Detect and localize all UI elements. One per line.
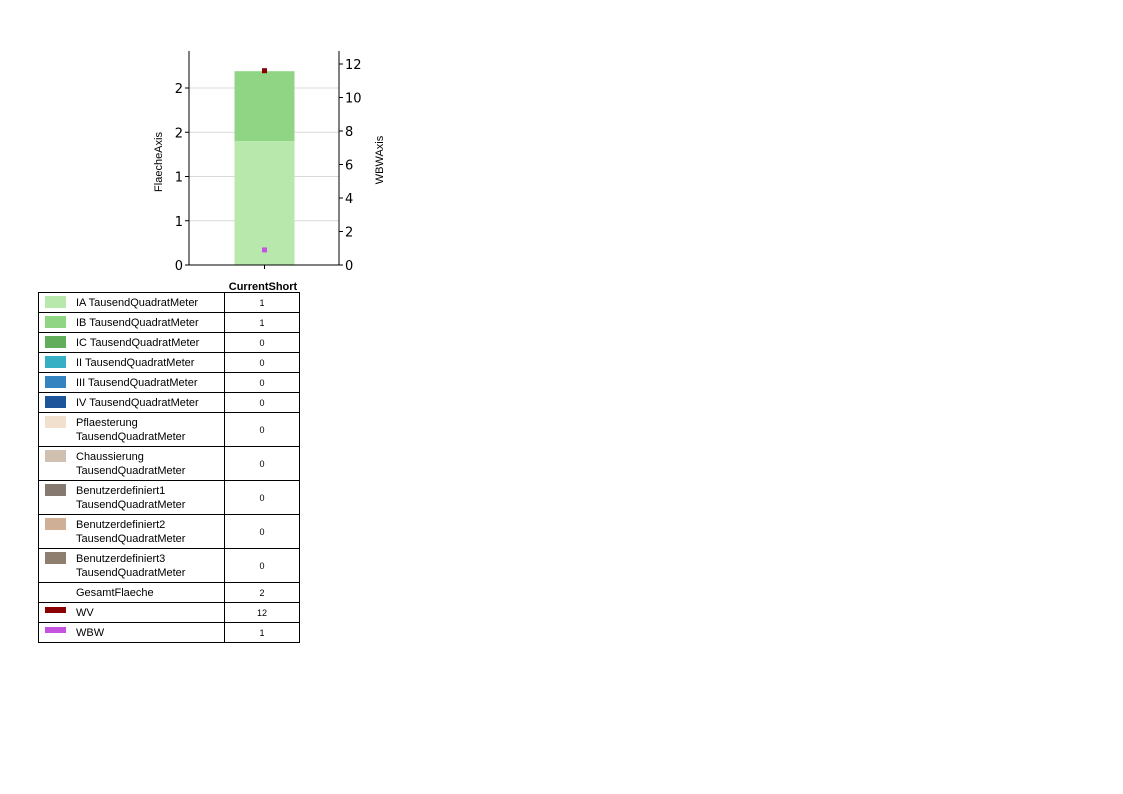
right-tick-label: 2 <box>345 226 353 241</box>
legend-name-cell: Benutzerdefiniert2 TausendQuadratMeter <box>38 514 225 549</box>
legend-name-cell: GesamtFlaeche <box>38 582 225 603</box>
right-tick-label: 12 <box>345 58 362 73</box>
legend-row: Benutzerdefiniert1 TausendQuadratMeter 0 <box>38 480 300 515</box>
legend-label: IB TausendQuadratMeter <box>76 317 199 329</box>
right-tick-label: 8 <box>345 125 353 140</box>
legend-value-cell: 0 <box>224 352 300 373</box>
legend-label: GesamtFlaeche <box>76 587 154 599</box>
legend-data-table: IA TausendQuadratMeter 1 IB TausendQuadrat… <box>38 292 300 643</box>
legend-name-cell: IC TausendQuadratMeter <box>38 332 225 353</box>
left-tick-label: 1 <box>175 171 183 186</box>
legend-label: WBW <box>76 627 105 639</box>
legend-row: IV TausendQuadratMeter 0 <box>38 392 300 413</box>
point-marker <box>262 68 267 74</box>
legend-value-cell: 12 <box>224 602 300 623</box>
legend-label: Chaussierung TausendQuadratMeter <box>76 451 186 477</box>
legend-label: Benutzerdefiniert3 TausendQuadratMeter <box>76 553 186 579</box>
legend-swatch <box>45 607 66 613</box>
legend-value-cell: 0 <box>224 514 300 549</box>
legend-name-cell: IB TausendQuadratMeter <box>38 312 225 333</box>
legend-swatch <box>45 356 66 368</box>
legend-swatch <box>45 336 66 348</box>
legend-row: IB TausendQuadratMeter 1 <box>38 312 300 333</box>
legend-swatch <box>45 396 66 408</box>
legend-value-cell: 1 <box>224 312 300 333</box>
legend-row: Benutzerdefiniert2 TausendQuadratMeter 0 <box>38 514 300 549</box>
legend-label: WV <box>76 607 94 619</box>
left-tick-label: 2 <box>175 82 183 97</box>
legend-value-cell: 0 <box>224 480 300 515</box>
legend-row: Benutzerdefiniert3 TausendQuadratMeter 0 <box>38 548 300 583</box>
legend-row: III TausendQuadratMeter 0 <box>38 372 300 393</box>
legend-row: Pflaesterung TausendQuadratMeter 0 <box>38 412 300 447</box>
legend-row: WV 12 <box>38 602 300 623</box>
legend-value-cell: 0 <box>224 332 300 353</box>
legend-swatch <box>45 627 66 633</box>
legend-swatch <box>45 484 66 496</box>
right-tick-label: 6 <box>345 159 353 174</box>
legend-row: GesamtFlaeche 2 <box>38 582 300 603</box>
right-tick-label: 10 <box>345 92 362 107</box>
left-tick-label: 1 <box>175 215 183 230</box>
legend-name-cell: WBW <box>38 622 225 643</box>
legend-name-cell: III TausendQuadratMeter <box>38 372 225 393</box>
legend-swatch <box>45 552 66 564</box>
legend-value-cell: 0 <box>224 392 300 413</box>
legend-label: IV TausendQuadratMeter <box>76 397 199 409</box>
legend-name-cell: II TausendQuadratMeter <box>38 352 225 373</box>
legend-value-cell: 2 <box>224 582 300 603</box>
legend-name-cell: Pflaesterung TausendQuadratMeter <box>38 412 225 447</box>
point-markers <box>262 68 267 253</box>
bar-segment <box>234 71 295 142</box>
right-tick-label: 0 <box>345 259 353 274</box>
legend-swatch <box>45 518 66 530</box>
point-marker <box>262 247 267 253</box>
legend-row: Chaussierung TausendQuadratMeter 0 <box>38 446 300 481</box>
legend-row: IA TausendQuadratMeter 1 <box>38 292 300 313</box>
legend-swatch <box>45 316 66 328</box>
legend-name-cell: Benutzerdefiniert1 TausendQuadratMeter <box>38 480 225 515</box>
bar-segment <box>234 141 295 265</box>
legend-name-cell: Benutzerdefiniert3 TausendQuadratMeter <box>38 548 225 583</box>
legend-row: II TausendQuadratMeter 0 <box>38 352 300 373</box>
legend-name-cell: IV TausendQuadratMeter <box>38 392 225 413</box>
legend-swatch <box>45 416 66 428</box>
legend-label: Benutzerdefiniert2 TausendQuadratMeter <box>76 519 186 545</box>
legend-label: Pflaesterung TausendQuadratMeter <box>76 417 186 443</box>
legend-value-cell: 0 <box>224 446 300 481</box>
bar-stack <box>234 71 295 265</box>
legend-value-cell: 1 <box>224 292 300 313</box>
legend-label: III TausendQuadratMeter <box>76 377 198 389</box>
legend-label: IA TausendQuadratMeter <box>76 297 199 309</box>
left-axis-title: FlaecheAxis <box>153 132 165 192</box>
legend-name-cell: IA TausendQuadratMeter <box>38 292 225 313</box>
legend-value-cell: 0 <box>224 412 300 447</box>
legend-swatch <box>45 376 66 388</box>
legend-label: Benutzerdefiniert1 TausendQuadratMeter <box>76 485 186 511</box>
legend-name-cell: WV <box>38 602 225 623</box>
legend-swatch <box>45 296 66 308</box>
category-label: CurrentShort <box>229 281 298 293</box>
legend-name-cell: Chaussierung TausendQuadratMeter <box>38 446 225 481</box>
legend-value-cell: 1 <box>224 622 300 643</box>
legend-label: II TausendQuadratMeter <box>76 357 195 369</box>
legend-row: IC TausendQuadratMeter 0 <box>38 332 300 353</box>
right-axis-title: WBWAxis <box>374 135 386 184</box>
legend-swatch <box>45 450 66 462</box>
right-tick-label: 4 <box>345 192 353 207</box>
legend-row: WBW 1 <box>38 622 300 643</box>
legend-label: IC TausendQuadratMeter <box>76 337 200 349</box>
left-tick-label: 0 <box>175 259 183 274</box>
legend-swatch <box>45 586 66 598</box>
legend-value-cell: 0 <box>224 372 300 393</box>
left-tick-label: 2 <box>175 126 183 141</box>
legend-value-cell: 0 <box>224 548 300 583</box>
